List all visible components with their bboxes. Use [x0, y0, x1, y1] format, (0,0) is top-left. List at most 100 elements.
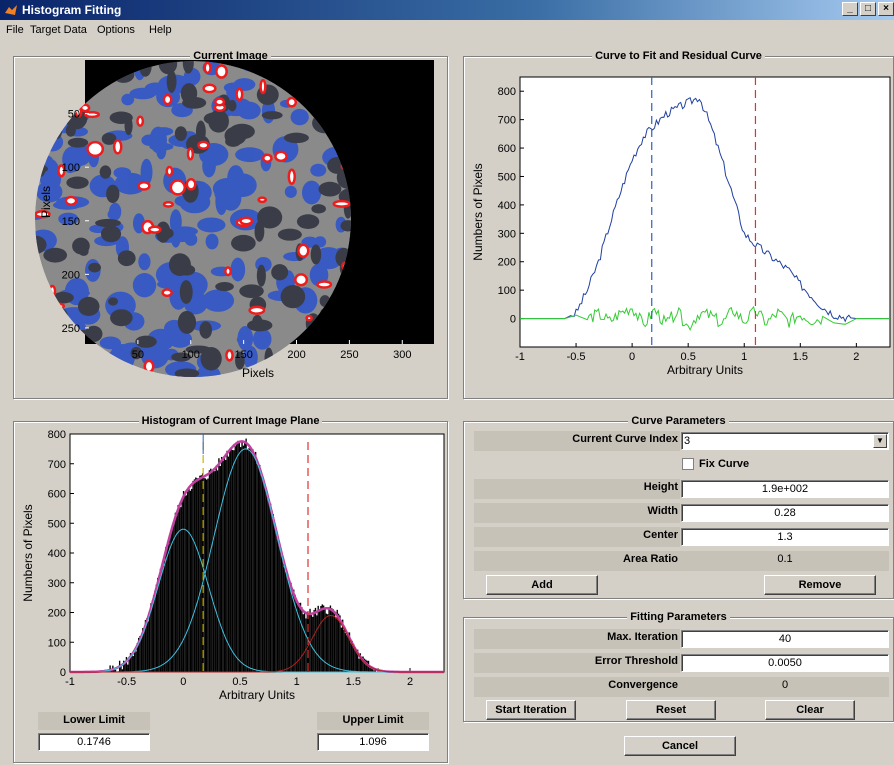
- lower-limit-label-bg: [38, 712, 150, 730]
- close-button[interactable]: ×: [878, 2, 894, 16]
- highlight-spot: [257, 196, 268, 204]
- menu-help[interactable]: Help: [149, 24, 172, 36]
- conv-row-bg: [474, 677, 889, 697]
- reset-button[interactable]: Reset: [626, 700, 716, 720]
- cancel-button[interactable]: Cancel: [624, 736, 736, 756]
- menu-file[interactable]: File: [6, 24, 24, 36]
- texture-blob: [138, 253, 151, 271]
- maximize-button[interactable]: □: [860, 2, 876, 16]
- menu-options[interactable]: Options: [97, 24, 135, 36]
- fix-curve-checkbox[interactable]: [682, 458, 694, 470]
- height-input[interactable]: 1.9e+002: [681, 480, 889, 498]
- texture-blob: [310, 163, 327, 177]
- histogram-bar: [354, 648, 356, 672]
- histogram-bar: [199, 475, 201, 672]
- curve-index-select[interactable]: 3 ▼: [681, 432, 889, 450]
- height-row-bg: [474, 479, 680, 499]
- texture-blob: [285, 368, 314, 377]
- current-image-title: Current Image: [190, 50, 271, 62]
- dark-spot: [180, 83, 198, 104]
- minimize-button[interactable]: _: [842, 2, 858, 16]
- histogram-bar: [152, 595, 155, 672]
- max-iteration-input[interactable]: 40: [681, 630, 889, 648]
- image-ytick-label: 100: [62, 162, 80, 174]
- error-threshold-input[interactable]: 0.0050: [681, 654, 889, 672]
- hist-xtick-label: -0.5: [117, 676, 136, 688]
- dark-spot: [108, 297, 118, 306]
- texture-blob: [236, 334, 253, 346]
- texture-blob: [235, 147, 265, 163]
- histogram-bar: [219, 465, 221, 672]
- histogram-bar: [312, 616, 314, 672]
- histogram-bar: [158, 575, 160, 672]
- curve-xtick-label: 0: [629, 351, 635, 363]
- lower-limit-input[interactable]: 0.1746: [38, 733, 150, 751]
- histogram-bar: [253, 455, 255, 672]
- hist-xtick-label: 1.5: [346, 676, 361, 688]
- center-input[interactable]: 1.3: [681, 528, 889, 546]
- histogram-bar: [352, 643, 355, 672]
- highlight-spot: [77, 334, 86, 348]
- texture-blob: [107, 209, 120, 220]
- highlight-spot: [169, 179, 186, 196]
- hist-xtick-label: 1: [294, 676, 300, 688]
- histogram-bar: [365, 659, 367, 672]
- start-iteration-button[interactable]: Start Iteration: [486, 700, 576, 720]
- dark-spot: [254, 221, 265, 242]
- histogram-bar: [280, 556, 283, 672]
- texture-blob: [114, 358, 125, 374]
- histogram-bar: [276, 538, 279, 672]
- histogram-bar: [240, 447, 242, 672]
- hist-ytick-label: 0: [60, 667, 66, 679]
- center-label: Center: [643, 529, 678, 541]
- menu-target-data[interactable]: Target Data: [30, 24, 87, 36]
- highlight-spot: [287, 168, 296, 185]
- texture-blob: [78, 369, 99, 377]
- curve-xtick-label: 1.5: [793, 351, 808, 363]
- width-input[interactable]: 0.28: [681, 504, 889, 522]
- dark-spot: [174, 126, 187, 141]
- area-ratio-label: Area Ratio: [622, 553, 678, 565]
- dark-spot: [283, 132, 309, 144]
- remove-button[interactable]: Remove: [764, 575, 876, 595]
- upper-limit-input[interactable]: 1.096: [317, 733, 429, 751]
- texture-blob: [149, 142, 174, 151]
- histogram-bar: [229, 451, 231, 672]
- histogram-bar: [325, 613, 328, 672]
- texture-blob: [252, 328, 272, 350]
- histogram-bar: [333, 611, 336, 672]
- error-threshold-label: Error Threshold: [594, 655, 678, 667]
- clear-button[interactable]: Clear: [765, 700, 855, 720]
- title-bar: Histogram Fitting _ □ ×: [0, 0, 894, 20]
- histogram-bar: [328, 607, 330, 672]
- dark-spot: [229, 123, 255, 140]
- histogram-bar: [271, 510, 273, 672]
- texture-blob: [141, 134, 158, 146]
- histogram-bar: [144, 619, 147, 672]
- curve-ytick-label: 300: [498, 228, 516, 240]
- texture-blob: [35, 98, 56, 121]
- histogram-bar: [235, 444, 238, 672]
- histogram-bar: [172, 526, 174, 672]
- hist-xtick-label: 0: [180, 676, 186, 688]
- image-xtick-label: 250: [340, 349, 358, 361]
- dark-spot: [310, 244, 322, 265]
- histogram-bar: [196, 478, 198, 672]
- current-image-panel: Current Image 50 100 150 200 250 50 100 150 200…: [13, 50, 448, 399]
- dark-spot: [231, 234, 256, 252]
- add-button[interactable]: Add: [486, 575, 598, 595]
- histogram-bar: [203, 477, 205, 672]
- histogram-bar: [272, 514, 274, 672]
- histogram-bar: [136, 643, 138, 672]
- image-xtick-label: 200: [287, 349, 305, 361]
- histogram-bar: [355, 649, 357, 672]
- curve-fit-chart: -1 -0.5 0 0.5 1 1.5 2 0 100 200 300 400 500 600 700 800…: [471, 76, 891, 377]
- dark-spot: [271, 264, 289, 281]
- highlight-spot: [48, 284, 57, 298]
- histogram-bar: [121, 669, 124, 672]
- highlight-spot: [294, 273, 309, 287]
- histogram-bar: [182, 491, 185, 672]
- histogram-bar: [163, 560, 166, 672]
- dropdown-arrow-icon[interactable]: ▼: [873, 434, 887, 448]
